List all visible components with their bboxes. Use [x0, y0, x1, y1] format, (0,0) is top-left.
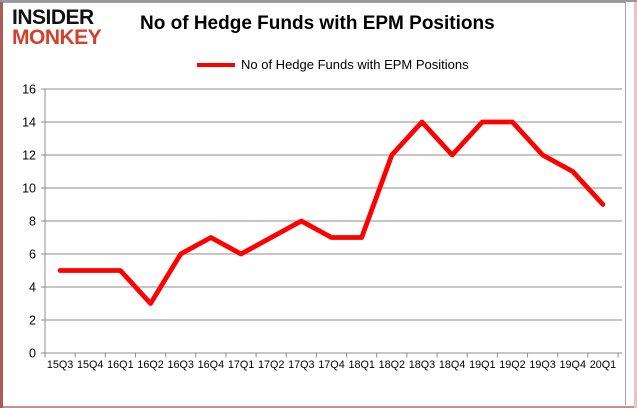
x-tick-label: 17Q2 — [258, 359, 284, 371]
x-tick-label: 19Q1 — [469, 359, 495, 371]
chart-legend: No of Hedge Funds with EPM Positions — [197, 57, 469, 72]
x-tick-label: 20Q1 — [590, 359, 616, 371]
y-tick-label: 14 — [22, 116, 36, 130]
y-tick-label: 8 — [29, 215, 36, 229]
logo-insider-text: INSIDER — [12, 6, 94, 29]
x-tick-label: 19Q2 — [499, 359, 525, 371]
x-tick-label: 16Q2 — [137, 359, 163, 371]
x-tick-label: 17Q4 — [318, 359, 344, 371]
y-tick-label: 12 — [22, 149, 36, 163]
legend-label: No of Hedge Funds with EPM Positions — [241, 57, 469, 72]
data-line — [57, 119, 606, 306]
legend-line-swatch — [197, 62, 235, 67]
x-tick-label: 19Q3 — [529, 359, 555, 371]
x-tick-label: 15Q4 — [77, 359, 103, 371]
y-tick-label: 0 — [29, 347, 36, 361]
x-tick-label: 16Q3 — [167, 359, 193, 371]
y-tick-label: 10 — [22, 182, 36, 196]
x-tick-label: 18Q3 — [409, 359, 435, 371]
x-tick-label: 17Q3 — [288, 359, 314, 371]
x-tick-label: 19Q4 — [560, 359, 586, 371]
x-tick-label: 16Q4 — [198, 359, 224, 371]
y-tick-label: 6 — [29, 248, 36, 262]
y-tick-label: 2 — [29, 314, 36, 328]
x-tick-label: 18Q2 — [379, 359, 405, 371]
logo-monkey-text: MONKEY — [12, 25, 102, 49]
x-tick-label: 15Q3 — [47, 359, 73, 371]
x-tick-label: 17Q1 — [228, 359, 254, 371]
x-tick-label: 16Q1 — [107, 359, 133, 371]
insider-monkey-logo: INSIDER MONKEY — [12, 6, 102, 49]
x-tick-label: 18Q1 — [348, 359, 374, 371]
y-tick-label: 16 — [22, 83, 36, 97]
chart-title: No of Hedge Funds with EPM Positions — [140, 13, 495, 34]
x-tick-label: 18Q4 — [439, 359, 465, 371]
y-tick-label: 4 — [29, 281, 36, 295]
